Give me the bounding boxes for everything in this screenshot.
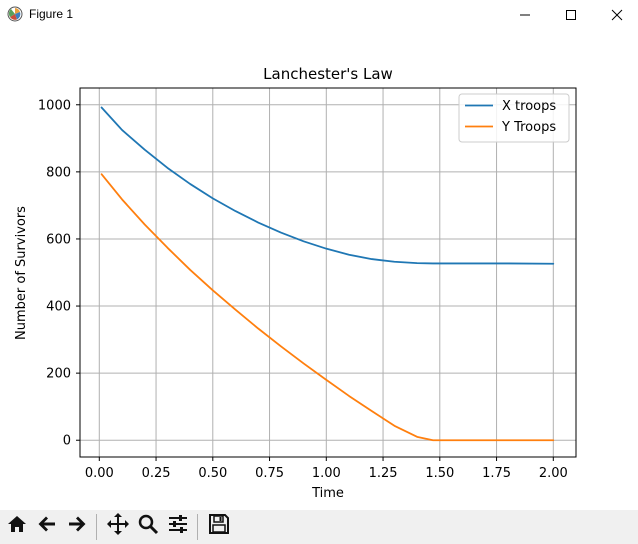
x-axis-label: Time: [311, 486, 344, 501]
x-tick-label: 1.25: [369, 466, 398, 481]
close-icon: [611, 6, 623, 25]
x-tick-label: 1.00: [312, 466, 341, 481]
configure-subplots-icon: [167, 513, 189, 539]
y-tick-label: 400: [46, 300, 71, 315]
legend: X troops Y Troops: [458, 93, 570, 143]
minimize-button[interactable]: [502, 0, 548, 30]
y-tick-label: 800: [46, 165, 71, 180]
close-button[interactable]: [594, 0, 638, 30]
grid-lines: [80, 88, 576, 457]
series-line-x-troops: [100, 106, 555, 265]
x-tick-label: 0.00: [85, 466, 114, 481]
y-tick-label: 200: [46, 367, 71, 382]
pan-icon: [106, 512, 130, 540]
x-tick-label: 2.00: [539, 466, 568, 481]
x-tick-label: 0.50: [198, 466, 227, 481]
series-lines: [100, 106, 555, 442]
home-button[interactable]: [3, 512, 31, 540]
save-button[interactable]: [205, 512, 233, 540]
series-line-y-troops: [100, 173, 555, 442]
figure-canvas[interactable]: 0.00 0.25 0.50 0.75 1.00 1.25 1.50 1.75 2.00 0 200…: [0, 30, 638, 510]
axis-ticks: 0.00 0.25 0.50 0.75 1.00 1.25 1.50 1.75 2.00 0 200…: [38, 98, 568, 481]
chart-title: Lanchester's Law: [263, 65, 393, 83]
x-tick-label: 1.50: [425, 466, 454, 481]
minimize-icon: [519, 6, 531, 25]
zoom-button[interactable]: [134, 512, 162, 540]
chart-svg: 0.00 0.25 0.50 0.75 1.00 1.25 1.50 1.75 2.00 0 200…: [14, 65, 577, 501]
window-titlebar: Figure 1: [0, 0, 638, 30]
toolbar-separator: [197, 514, 198, 540]
y-tick-label: 1000: [38, 98, 71, 113]
y-tick-label: 600: [46, 232, 71, 247]
save-icon: [208, 513, 230, 539]
legend-label-y-troops: Y Troops: [501, 120, 556, 135]
forward-button[interactable]: [63, 512, 91, 540]
y-axis-label: Number of Survivors: [14, 206, 29, 340]
maximize-icon: [565, 6, 577, 25]
toolbar-separator: [96, 514, 97, 540]
y-tick-label: 0: [63, 434, 71, 449]
x-tick-label: 1.75: [482, 466, 511, 481]
x-tick-label: 0.75: [255, 466, 284, 481]
maximize-button[interactable]: [548, 0, 594, 30]
legend-label-x-troops: X troops: [502, 99, 556, 114]
home-icon: [6, 513, 28, 539]
back-icon: [36, 513, 58, 539]
navigation-toolbar: [0, 510, 638, 544]
x-tick-label: 0.25: [142, 466, 171, 481]
pan-button[interactable]: [104, 512, 132, 540]
zoom-icon: [137, 513, 159, 539]
back-button[interactable]: [33, 512, 61, 540]
window-title: Figure 1: [29, 7, 74, 21]
configure-subplots-button[interactable]: [164, 512, 192, 540]
axes-frame: [79, 87, 577, 458]
forward-icon: [66, 513, 88, 539]
app-icon: [7, 6, 23, 22]
